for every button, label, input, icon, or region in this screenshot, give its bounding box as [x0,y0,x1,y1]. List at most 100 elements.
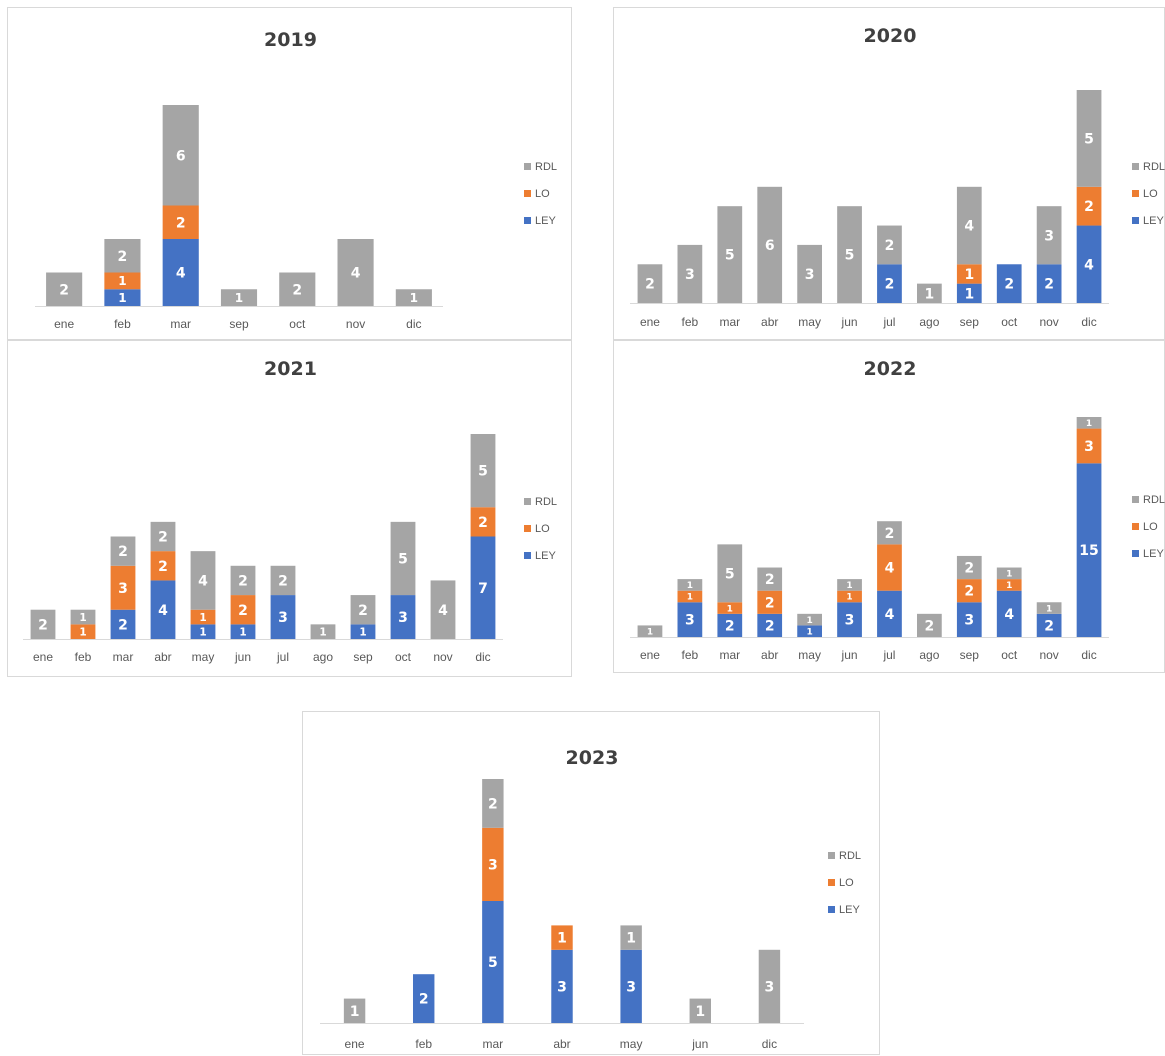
data-label: 1 [199,626,206,638]
data-label: 1 [350,1004,360,1020]
x-tick-label: dic [1081,648,1096,662]
bar-rdl-mar [162,105,199,206]
bar-rdl-ago [917,613,942,637]
data-label: 3 [278,610,288,626]
bar-rdl-sep [956,555,982,580]
bar-rdl-ene [637,625,663,637]
bar-ley-mar [110,609,136,639]
data-label: 1 [235,291,243,305]
bar-lo-mar [110,565,136,610]
bar-rdl-nov [430,580,456,639]
data-label: 3 [1084,439,1094,455]
bar-rdl-mar [717,544,743,603]
x-tick-label: dic [1081,315,1096,329]
bar-rdl-ago [310,624,336,639]
legend-swatch-rdl [1132,163,1139,170]
bar-ley-jul [270,595,296,639]
x-tick-label: feb [682,315,699,329]
legend-label-lo: LO [839,877,854,889]
legend-label-ley: LEY [1143,215,1164,227]
data-label: 1 [925,286,935,302]
bar-ley-nov [1036,264,1062,303]
x-tick-label: sep [960,315,980,329]
data-label: 2 [478,515,488,531]
x-tick-label: jul [882,315,895,329]
x-tick-label: dic [762,1037,777,1051]
x-tick-label: jun [841,315,858,329]
data-label: 4 [198,573,208,589]
data-label: 5 [478,464,488,480]
bar-rdl-sep [220,289,258,306]
legend-label-lo: LO [535,188,550,200]
x-tick-label: dic [475,650,490,664]
bar-rdl-ago [917,283,942,303]
legend-label-rdl: RDL [1143,494,1165,506]
bar-rdl-may [190,551,216,610]
data-label: 1 [118,274,126,288]
legend-swatch-rdl [1132,496,1139,503]
bar-lo-dic [470,507,496,537]
x-tick-label: sep [229,317,249,331]
legend-label-ley: LEY [535,550,556,562]
data-label: 2 [59,282,69,298]
x-tick-label: nov [1039,648,1058,662]
data-label: 2 [885,238,895,254]
data-label: 1 [626,931,636,947]
data-label: 2 [158,530,168,546]
chart-2023-panel: 2023 1 ene 2 feb 5 3 2 mar 3 1 abr 3 1 may 1 jun 3 dic RDL L… [302,711,880,1055]
x-tick-label: feb [415,1037,432,1051]
legend-swatch-ley [828,906,835,913]
legend-swatch-ley [1132,217,1139,224]
x-tick-label: jun [234,650,251,664]
data-label: 5 [845,248,855,264]
data-label: 1 [239,626,246,638]
chart-title: 2020 [864,25,917,47]
data-label: 1 [806,616,812,626]
x-tick-label: sep [353,650,373,664]
bar-lo-sep [956,264,982,284]
data-label: 2 [292,282,302,298]
bar-ley-abr [150,580,176,639]
bar-lo-abr [150,551,176,581]
data-label: 1 [1086,419,1092,429]
data-label: 1 [79,612,86,624]
x-tick-label: jul [276,650,289,664]
data-label: 3 [626,979,636,995]
x-tick-label: mar [483,1037,504,1051]
legend-label-ley: LEY [1143,548,1164,560]
bar-lo-sep [956,579,982,603]
bar-rdl-mar [110,536,136,566]
bar-rdl-oct [996,567,1022,580]
x-tick-label: may [192,650,215,664]
data-label: 5 [488,955,498,971]
bar-rdl-feb [677,244,703,303]
bar-ley-feb [412,974,435,1023]
legend-swatch-lo [1132,190,1139,197]
x-tick-label: feb [682,648,699,662]
x-tick-label: may [798,315,821,329]
legend-swatch-lo [524,190,531,197]
data-label: 2 [765,572,775,588]
data-label: 2 [1044,277,1054,293]
data-label: 2 [488,796,498,812]
data-label: 1 [964,267,974,283]
data-label: 2 [1044,618,1054,634]
bar-ley-jul [877,590,902,637]
data-label: 1 [410,291,418,305]
data-label: 1 [687,581,693,591]
data-label: 1 [319,626,326,638]
bar-rdl-may [797,613,822,626]
data-label: 3 [685,267,695,283]
bar-rdl-abr [757,186,783,303]
bar-lo-oct [996,579,1022,591]
data-label: 1 [846,581,852,591]
x-tick-label: ago [919,648,939,662]
x-tick-label: mar [719,648,740,662]
legend-swatch-lo [524,525,531,532]
legend-label-lo: LO [1143,521,1158,533]
bar-rdl-dic [1076,90,1102,187]
legend-label-ley: LEY [535,215,556,227]
bar-ley-may [797,625,822,637]
data-label: 5 [1084,131,1094,147]
data-label: 4 [438,603,448,619]
